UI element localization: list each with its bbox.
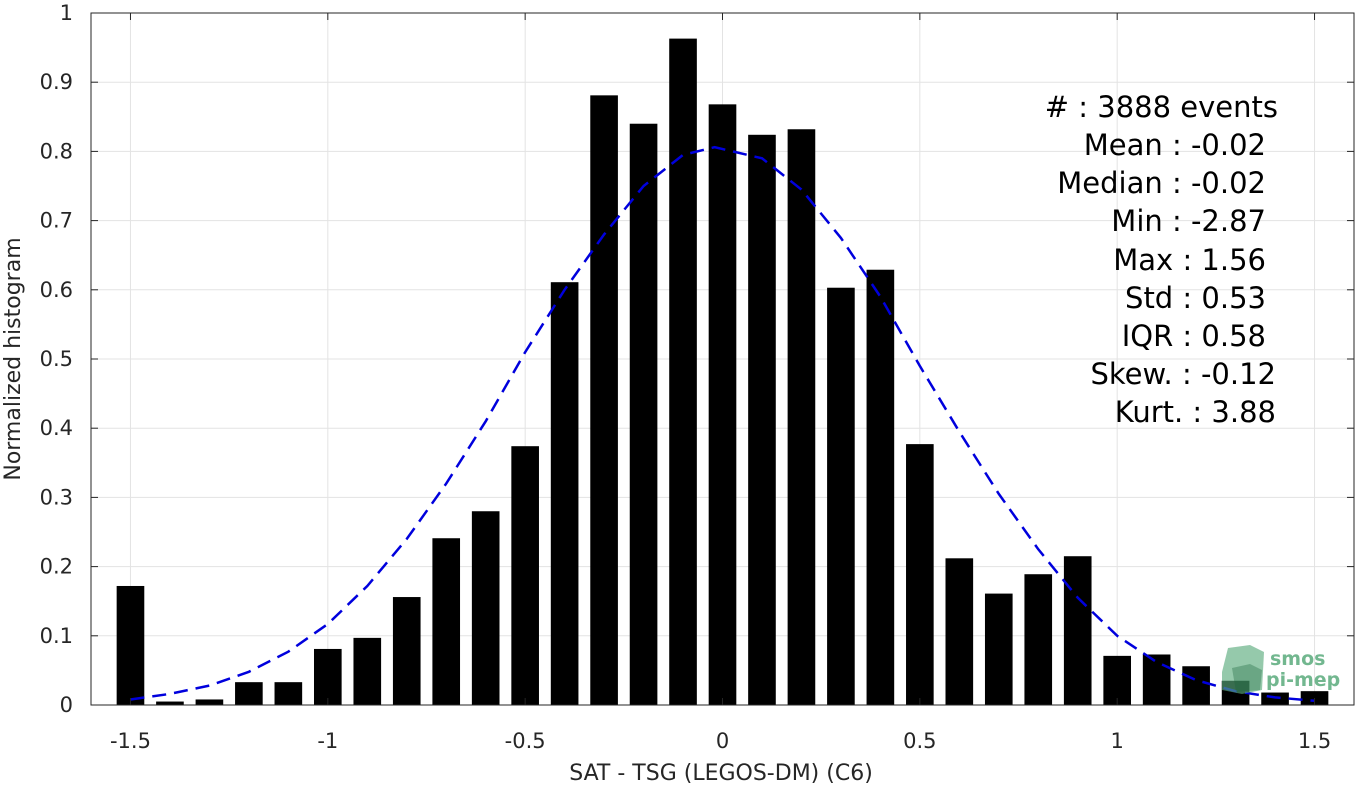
x-tick: 1.5 xyxy=(1298,13,1331,753)
stat-skew: Skew. : -0.12 xyxy=(1090,357,1276,391)
y-tick: 0.8 xyxy=(40,139,1354,163)
stat-std: Std : 0.53 xyxy=(1125,281,1266,315)
y-tick-label: 1 xyxy=(60,1,73,25)
histogram-bar xyxy=(116,585,145,705)
x-tick-label: 1.5 xyxy=(1298,729,1331,753)
histogram-bar xyxy=(274,682,303,705)
x-tick: 1 xyxy=(1111,13,1124,753)
histogram-bar xyxy=(827,287,855,705)
histogram-bar xyxy=(353,637,382,705)
histogram-bar xyxy=(156,701,184,705)
x-tick-label: 0.5 xyxy=(903,729,936,753)
logo-shape-dark-icon xyxy=(1232,664,1262,692)
y-tick: 0.9 xyxy=(40,70,1354,94)
y-tick-label: 0.2 xyxy=(40,555,73,579)
y-tick-label: 0.3 xyxy=(40,485,73,509)
x-tick-label: -0.5 xyxy=(505,729,546,753)
smos-pi-mep-logo: smos pi-mep xyxy=(1222,645,1340,694)
stat-min: Min : -2.87 xyxy=(1111,204,1266,238)
histogram-bar xyxy=(945,558,974,705)
y-tick-label: 0.6 xyxy=(40,278,73,302)
histogram-bar xyxy=(1103,655,1132,705)
x-tick: -0.5 xyxy=(505,13,546,753)
stat-events: # : 3888 events xyxy=(1045,90,1278,124)
y-tick: 0.2 xyxy=(40,555,1354,579)
histogram-bar xyxy=(669,38,697,705)
y-tick-label: 0.5 xyxy=(40,347,73,371)
y-tick: 0.5 xyxy=(40,347,1354,371)
stat-kurt: Kurt. : 3.88 xyxy=(1115,395,1276,429)
histogram-bar xyxy=(392,597,421,705)
histogram-bar xyxy=(708,104,737,706)
y-tick: 0.6 xyxy=(40,278,1354,302)
y-tick: 0 xyxy=(60,693,1354,717)
y-tick: 0.4 xyxy=(40,416,1354,440)
histogram-bar xyxy=(984,593,1013,705)
y-tick-label: 0 xyxy=(60,693,73,717)
histogram-bar xyxy=(550,282,579,705)
y-axis-ticks: 0 0.1 0.2 0.3 0.4 0.5 0.6 0.7 0.8 0.9 1 xyxy=(40,1,1354,717)
y-tick-label: 0.9 xyxy=(40,70,73,94)
histogram-bars xyxy=(116,38,1329,706)
histogram-bar xyxy=(195,699,224,705)
y-tick-label: 0.7 xyxy=(40,209,73,233)
y-tick-label: 0.1 xyxy=(40,624,73,648)
y-tick-label: 0.8 xyxy=(40,139,73,163)
stat-mean: Mean : -0.02 xyxy=(1084,128,1266,162)
stat-max: Max : 1.56 xyxy=(1113,243,1266,277)
x-axis-label: SAT - TSG (LEGOS-DM) (C6) xyxy=(569,761,873,785)
stat-median: Median : -0.02 xyxy=(1057,166,1266,200)
histogram-bar xyxy=(787,129,816,706)
x-tick-label: -1.5 xyxy=(110,729,151,753)
y-tick: 0.7 xyxy=(40,209,1354,233)
histogram-bar xyxy=(511,446,539,705)
x-tick-label: -1 xyxy=(317,729,338,753)
x-tick-label: 0 xyxy=(716,729,729,753)
histogram-bar xyxy=(432,538,461,705)
histogram-bar xyxy=(235,682,263,705)
histogram-bar xyxy=(1182,666,1210,705)
y-tick: 0.3 xyxy=(40,485,1354,509)
x-tick: 0.5 xyxy=(903,13,937,753)
x-tick-label: 1 xyxy=(1111,729,1124,753)
x-tick: 0 xyxy=(716,13,729,753)
histogram-bar xyxy=(471,511,500,705)
y-tick: 0.1 xyxy=(40,624,1354,648)
histogram-bar xyxy=(313,648,342,705)
y-axis-label: Normalized histogram xyxy=(1,237,26,480)
normal-fit-curve xyxy=(130,145,1315,703)
histogram-bar xyxy=(1024,574,1053,705)
logo-line2: pi-mep xyxy=(1266,669,1340,691)
histogram-bar xyxy=(866,269,895,705)
statistics-annotation: # : 3888 events Mean : -0.02 Median : -0… xyxy=(1045,90,1278,429)
x-tick: -1 xyxy=(317,13,338,753)
histogram-bar xyxy=(1142,654,1171,705)
logo-line1: smos xyxy=(1270,648,1325,670)
histogram-bar xyxy=(629,123,658,706)
histogram-bar xyxy=(590,95,618,705)
y-tick: 1 xyxy=(60,1,1354,25)
histogram-bar xyxy=(906,444,934,705)
histogram-bar xyxy=(1063,556,1092,705)
stat-iqr: IQR : 0.58 xyxy=(1122,319,1266,353)
x-tick: -1.5 xyxy=(110,13,151,753)
histogram-bar xyxy=(748,134,776,706)
x-axis-ticks: -1.5 -1 -0.5 0 0.5 1 1.5 xyxy=(110,13,1331,753)
histogram-bar xyxy=(1261,692,1289,705)
y-tick-label: 0.4 xyxy=(40,416,73,440)
